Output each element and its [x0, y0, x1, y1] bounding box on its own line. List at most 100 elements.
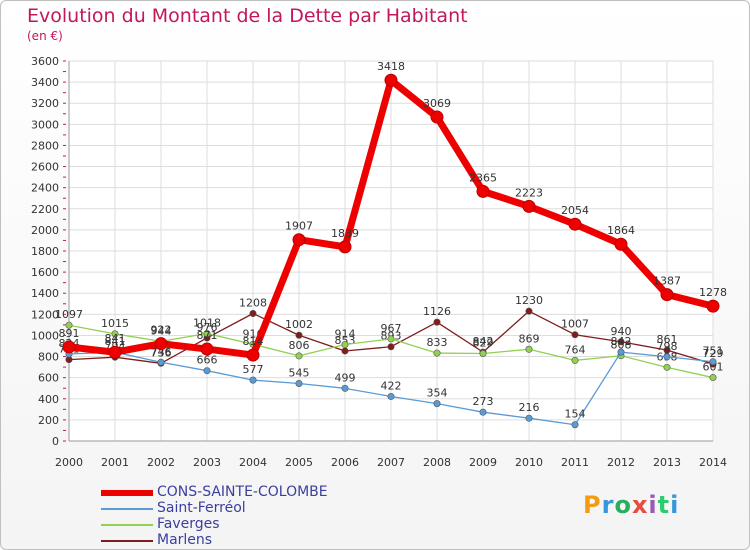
data-point	[663, 353, 671, 361]
data-label: 891	[59, 327, 80, 340]
data-point	[709, 358, 717, 366]
y-tick-label: 800	[38, 351, 59, 364]
data-label: 841	[105, 332, 126, 345]
x-tick-label: 2007	[377, 456, 405, 469]
legend-swatch	[101, 508, 153, 510]
data-label: 601	[703, 361, 724, 374]
data-point	[663, 363, 671, 371]
data-point	[200, 342, 214, 356]
y-tick-label: 3200	[31, 97, 59, 110]
data-label: 1278	[699, 286, 727, 299]
data-label: 2223	[515, 186, 543, 199]
data-point	[249, 309, 257, 317]
data-label: 940	[611, 325, 632, 338]
data-point	[614, 237, 628, 251]
legend-swatch	[101, 524, 153, 526]
legend-label: CONS-SAINTE-COLOMBE	[157, 484, 328, 500]
x-tick-label: 2003	[193, 456, 221, 469]
data-point	[65, 321, 73, 329]
data-label: 967	[381, 322, 402, 335]
data-label: 914	[335, 328, 356, 341]
data-label: 1208	[239, 296, 267, 309]
data-point	[433, 349, 441, 357]
x-tick-label: 2011	[561, 456, 589, 469]
y-tick-label: 2600	[31, 161, 59, 174]
data-point	[430, 110, 444, 124]
data-point	[433, 318, 441, 326]
data-point	[384, 73, 398, 87]
data-label: 842	[473, 335, 494, 348]
y-tick-label: 1000	[31, 329, 59, 342]
data-point	[341, 341, 349, 349]
data-label: 1015	[101, 317, 129, 330]
data-point	[571, 421, 579, 429]
data-label: 1864	[607, 224, 635, 237]
data-label: 764	[565, 343, 586, 356]
data-label: 1002	[285, 318, 313, 331]
data-point	[709, 374, 717, 382]
data-label: 746	[151, 345, 172, 358]
y-tick-label: 1600	[31, 266, 59, 279]
data-point	[571, 331, 579, 339]
data-label: 806	[289, 339, 310, 352]
data-point	[295, 352, 303, 360]
y-tick-label: 1400	[31, 287, 59, 300]
data-point	[111, 330, 119, 338]
data-label: 829	[473, 336, 494, 349]
x-tick-label: 2000	[55, 456, 83, 469]
data-label: 3418	[377, 60, 405, 73]
data-point	[295, 331, 303, 339]
x-tick-label: 2010	[515, 456, 543, 469]
data-point	[203, 367, 211, 375]
data-point	[433, 400, 441, 408]
data-label: 841	[105, 335, 126, 348]
legend-swatch	[101, 490, 153, 496]
data-label: 1126	[423, 305, 451, 318]
y-tick-label: 2400	[31, 182, 59, 195]
proxiti-logo: Proxiti	[583, 491, 680, 519]
y-tick-label: 1800	[31, 245, 59, 258]
data-point	[522, 199, 536, 213]
data-point	[338, 240, 352, 254]
chart-title: Evolution du Montant de la Dette par Hab…	[27, 5, 468, 27]
data-label: 2054	[561, 204, 589, 217]
data-point	[62, 340, 76, 354]
data-label: 798	[657, 340, 678, 353]
y-tick-label: 400	[38, 393, 59, 406]
x-tick-label: 2006	[331, 456, 359, 469]
data-label: 1018	[193, 317, 221, 330]
data-point	[341, 347, 349, 355]
data-point	[476, 184, 490, 198]
data-label: 545	[289, 366, 310, 379]
x-tick-label: 2013	[653, 456, 681, 469]
data-point	[292, 233, 306, 247]
data-label: 751	[703, 345, 724, 358]
legend-label: Marlens	[157, 532, 213, 548]
y-tick-label: 3400	[31, 76, 59, 89]
x-tick-label: 2004	[239, 456, 267, 469]
data-point	[249, 376, 257, 384]
chart-unit: (en €)	[27, 29, 63, 43]
y-tick-label: 200	[38, 414, 59, 427]
data-label: 577	[243, 363, 264, 376]
legend-swatch	[101, 540, 153, 542]
data-label: 1007	[561, 318, 589, 331]
x-tick-label: 2001	[101, 456, 129, 469]
data-label: 499	[335, 371, 356, 384]
data-point	[341, 384, 349, 392]
y-tick-label: 2200	[31, 203, 59, 216]
x-tick-label: 2012	[607, 456, 635, 469]
data-point	[617, 348, 625, 356]
x-tick-label: 2009	[469, 456, 497, 469]
x-tick-label: 2014	[699, 456, 727, 469]
data-point	[525, 414, 533, 422]
data-label: 154	[565, 408, 586, 421]
data-point	[387, 343, 395, 351]
data-label: 729	[703, 347, 724, 360]
data-label: 1907	[285, 220, 313, 233]
y-tick-label: 0	[52, 435, 59, 448]
data-point	[525, 307, 533, 315]
data-label: 1230	[515, 294, 543, 307]
